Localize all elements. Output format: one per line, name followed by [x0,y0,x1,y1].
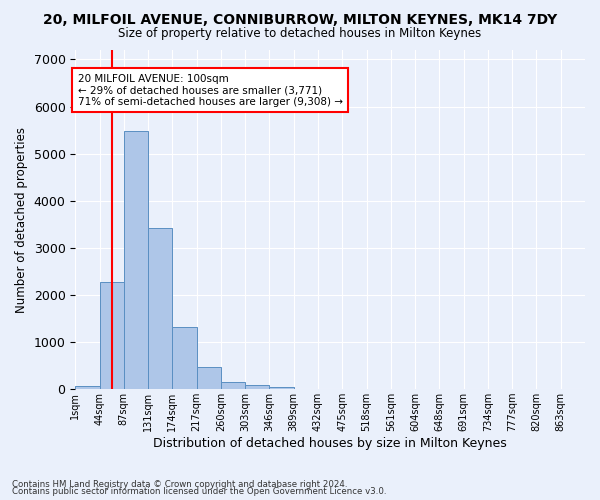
Y-axis label: Number of detached properties: Number of detached properties [15,126,28,312]
Bar [269,386,294,389]
Bar [75,386,100,389]
Bar [124,132,148,389]
Bar [197,368,221,389]
Text: Contains public sector information licensed under the Open Government Licence v3: Contains public sector information licen… [12,488,386,496]
Bar [172,328,197,389]
Text: 20, MILFOIL AVENUE, CONNIBURROW, MILTON KEYNES, MK14 7DY: 20, MILFOIL AVENUE, CONNIBURROW, MILTON … [43,12,557,26]
Bar [221,382,245,389]
Bar [245,385,269,389]
Text: Size of property relative to detached houses in Milton Keynes: Size of property relative to detached ho… [118,28,482,40]
Text: Contains HM Land Registry data © Crown copyright and database right 2024.: Contains HM Land Registry data © Crown c… [12,480,347,489]
X-axis label: Distribution of detached houses by size in Milton Keynes: Distribution of detached houses by size … [153,437,507,450]
Bar [148,228,172,389]
Text: 20 MILFOIL AVENUE: 100sqm
← 29% of detached houses are smaller (3,771)
71% of se: 20 MILFOIL AVENUE: 100sqm ← 29% of detac… [78,74,343,107]
Bar [100,282,124,389]
